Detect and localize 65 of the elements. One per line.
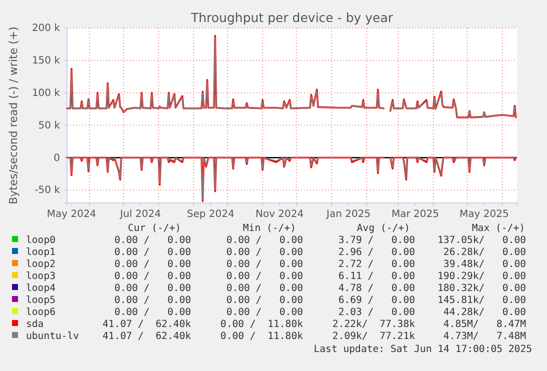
- text: 0.00 / 0.00: [114, 295, 192, 306]
- legend-label: loop1: [26, 247, 56, 258]
- text: 145.81k/ 0.00: [438, 295, 526, 306]
- text: 0.00 / 0.00: [114, 259, 192, 270]
- y-axis-title: Bytes/second read (-) / write (+): [7, 26, 20, 204]
- text: 0.00 / 0.00: [226, 271, 304, 282]
- text: 6.69 / 0.00: [338, 295, 416, 306]
- text: 2.03 / 0.00: [338, 307, 416, 318]
- text: 0.00 / 0.00: [114, 271, 192, 282]
- text: 137.05k/ 0.00: [438, 235, 526, 246]
- text: 0.00 / 0.00: [226, 259, 304, 270]
- legend-label: loop6: [26, 307, 56, 318]
- text: 4.85M/ 8.47M: [443, 319, 526, 330]
- y-tick-label: -50 k: [34, 185, 60, 196]
- text: 0.00 / 0.00: [226, 235, 304, 246]
- text: 0.00 / 0.00: [114, 235, 192, 246]
- text: 0.00 / 0.00: [226, 247, 304, 258]
- text: Last update: Sat Jun 14 17:00:05 2025: [314, 344, 532, 355]
- text: 190.29k/ 0.00: [438, 271, 526, 282]
- legend-label: ubuntu-lv: [26, 331, 80, 342]
- text: 39.48k/ 0.00: [443, 259, 526, 270]
- x-tick-label: May 2024: [46, 209, 96, 220]
- text: 0.00 / 0.00: [114, 307, 192, 318]
- x-tick-label: Nov 2024: [255, 209, 304, 220]
- text: Avg (-/+): [356, 223, 410, 234]
- text: 0.00 / 0.00: [226, 307, 304, 318]
- text: 2.96 / 0.00: [338, 247, 416, 258]
- x-tick-label: May 2025: [460, 209, 509, 220]
- text: 0.00 / 0.00: [226, 283, 304, 294]
- y-tick-label: 150 k: [32, 56, 60, 67]
- text: 0.00 / 0.00: [114, 283, 192, 294]
- x-tick-label: Jul 2024: [119, 209, 161, 220]
- text: 41.07 / 62.40k: [102, 319, 192, 330]
- text: 2.09k/ 77.21k: [332, 331, 416, 342]
- text: 2.72 / 0.00: [338, 259, 416, 270]
- x-tick-label: Mar 2025: [391, 209, 439, 220]
- text: 2.22k/ 77.38k: [332, 319, 416, 330]
- legend-label: loop4: [26, 283, 56, 294]
- legend-label: loop3: [26, 271, 56, 282]
- text: 180.32k/ 0.00: [438, 283, 526, 294]
- text: Cur (-/+): [128, 223, 181, 234]
- text: 0.00 / 0.00: [226, 295, 304, 306]
- chart-title: Throughput per device - by year: [190, 10, 394, 25]
- text: 0.00 / 11.80k: [220, 331, 304, 342]
- y-tick-label: 50 k: [38, 120, 60, 132]
- text: 0.00 / 11.80k: [220, 319, 304, 330]
- x-tick-label: Sep 2024: [186, 209, 234, 220]
- legend-label: sda: [26, 319, 44, 330]
- text: 26.28k/ 0.00: [443, 247, 526, 258]
- text: 6.11 / 0.00: [338, 271, 416, 282]
- y-tick-label: 100 k: [32, 88, 60, 100]
- legend-label: loop2: [26, 259, 56, 270]
- legend-label: loop0: [26, 235, 56, 246]
- x-tick-label: Jan 2025: [326, 209, 371, 220]
- text: Min (-/+): [242, 223, 296, 234]
- text: 3.79 / 0.00: [338, 235, 416, 246]
- y-tick-label: 200 k: [32, 23, 60, 34]
- text: 0.00 / 0.00: [114, 247, 192, 258]
- text: Max (-/+): [472, 223, 525, 234]
- text: 41.07 / 62.40k: [102, 331, 192, 342]
- text: 44.28k/ 0.00: [443, 307, 526, 318]
- text: 4.78 / 0.00: [338, 283, 416, 294]
- y-tick-label: 0: [54, 152, 60, 164]
- text: 4.73M/ 7.48M: [443, 331, 526, 342]
- legend-label: loop5: [26, 295, 56, 306]
